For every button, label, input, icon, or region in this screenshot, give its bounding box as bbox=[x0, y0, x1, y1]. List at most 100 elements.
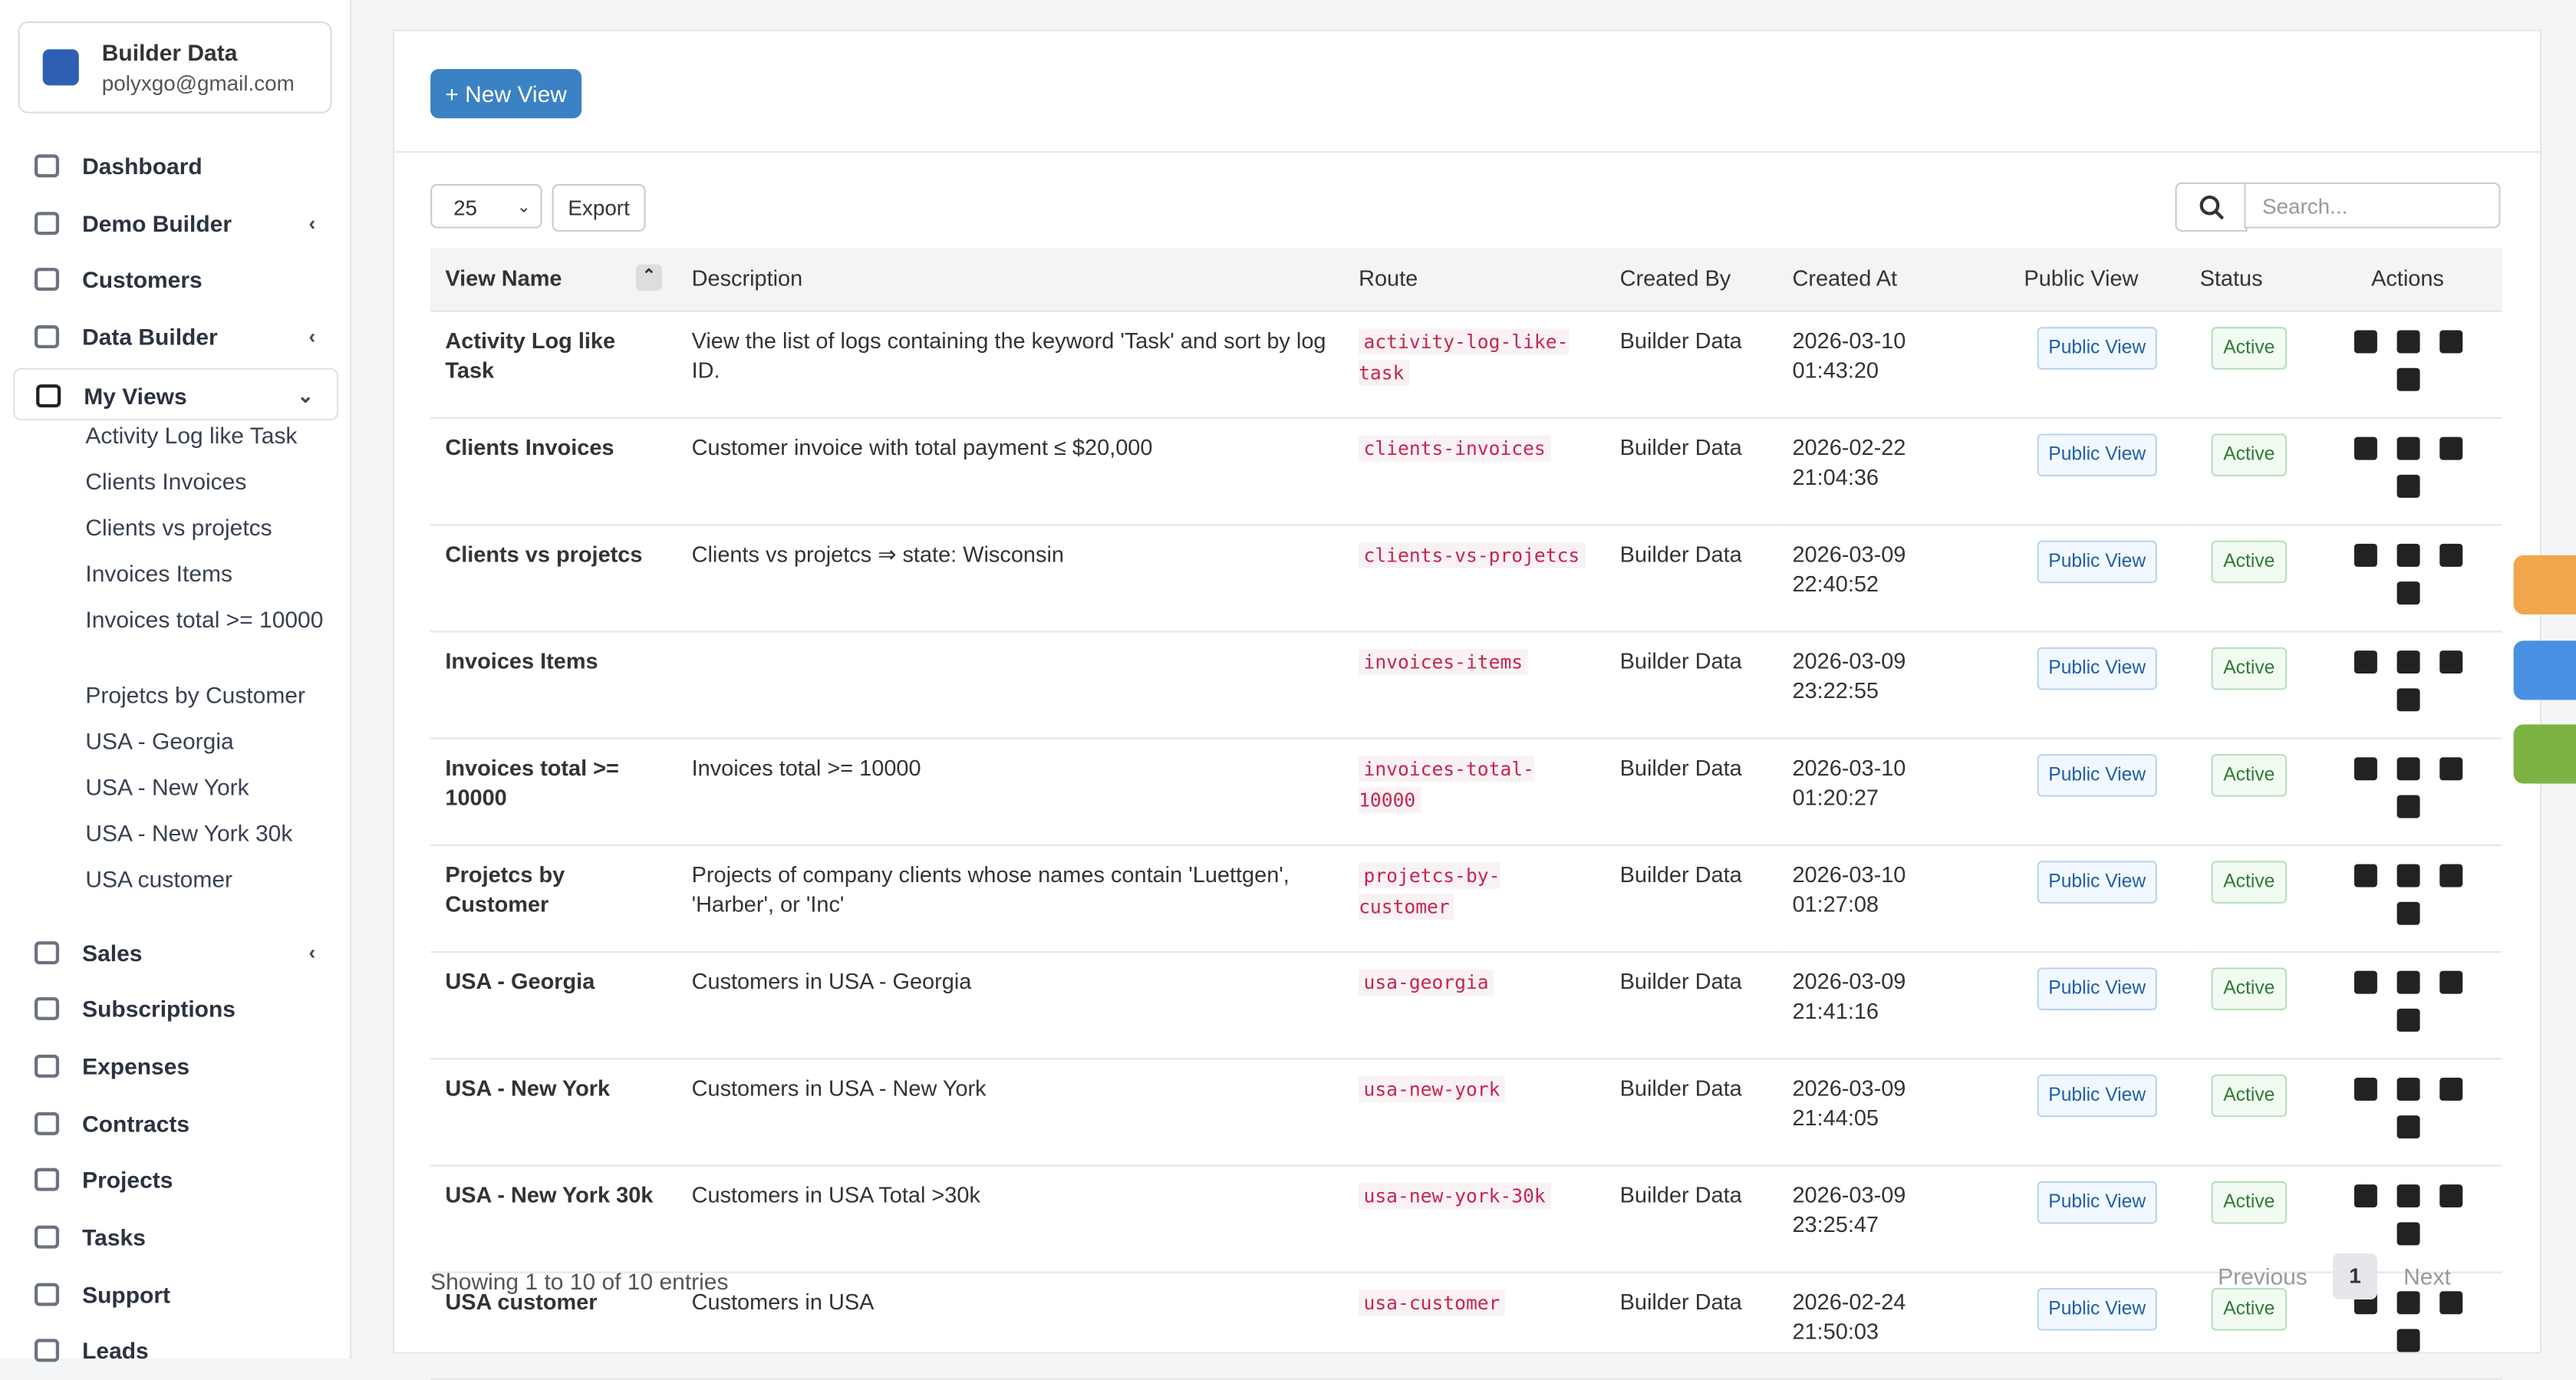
nav-subitem[interactable]: USA customer bbox=[85, 865, 233, 891]
edit-icon[interactable] bbox=[2396, 330, 2420, 354]
column-header[interactable]: Route bbox=[1343, 248, 1606, 312]
column-header[interactable]: Public View bbox=[2009, 248, 2186, 312]
export-button[interactable]: Export bbox=[552, 183, 646, 232]
view-icon[interactable] bbox=[2353, 543, 2377, 567]
copy-icon[interactable] bbox=[2439, 650, 2462, 674]
edit-icon[interactable] bbox=[2396, 436, 2420, 460]
prev-button[interactable]: Previous bbox=[2218, 1263, 2308, 1290]
nav-item[interactable]: Support bbox=[13, 1268, 338, 1321]
copy-icon[interactable] bbox=[2439, 1077, 2462, 1101]
delete-icon[interactable] bbox=[2396, 1115, 2420, 1139]
edit-icon[interactable] bbox=[2396, 650, 2420, 674]
delete-icon[interactable] bbox=[2396, 367, 2420, 391]
view-icon[interactable] bbox=[2353, 864, 2377, 888]
edit-icon[interactable] bbox=[2396, 1077, 2420, 1101]
copy-icon[interactable] bbox=[2439, 970, 2462, 994]
settings-tab[interactable] bbox=[2513, 555, 2576, 614]
column-header[interactable]: View Name ⌃ bbox=[430, 248, 677, 312]
edit-icon[interactable] bbox=[2396, 1291, 2420, 1315]
edit-icon[interactable] bbox=[2396, 1184, 2420, 1208]
nav-item[interactable]: Dashboard bbox=[13, 140, 338, 193]
nav-subitem[interactable]: USA - New York bbox=[85, 772, 249, 799]
view-icon[interactable] bbox=[2353, 1077, 2377, 1101]
created-at: 2026-02-24 21:50:03 bbox=[1792, 1289, 1906, 1344]
nav-subitem[interactable]: Invoices total >= 10000 bbox=[85, 605, 324, 632]
delete-icon[interactable] bbox=[2396, 474, 2420, 498]
search-icon bbox=[2175, 182, 2248, 232]
delete-icon[interactable] bbox=[2396, 795, 2420, 818]
nav-subitem[interactable]: Invoices Items bbox=[85, 559, 233, 586]
nav-item[interactable]: Expenses bbox=[13, 1039, 338, 1092]
edit-icon[interactable] bbox=[2396, 757, 2420, 781]
docs-tab[interactable] bbox=[2513, 724, 2576, 784]
nav-item[interactable]: Leads bbox=[13, 1325, 338, 1378]
copy-icon[interactable] bbox=[2439, 864, 2462, 888]
nav-item[interactable]: Sales ‹ bbox=[13, 926, 338, 979]
copy-icon[interactable] bbox=[2439, 436, 2462, 460]
nav-subitem[interactable]: Projetcs by Customer bbox=[85, 680, 305, 707]
public-view-badge[interactable]: Public View bbox=[2037, 753, 2158, 797]
public-view-badge[interactable]: Public View bbox=[2037, 1287, 2158, 1331]
nav-subitem[interactable]: Clients vs projetcs bbox=[85, 513, 272, 540]
info-tab[interactable] bbox=[2513, 641, 2576, 700]
column-header[interactable]: Description bbox=[677, 248, 1344, 312]
view-icon[interactable] bbox=[2353, 650, 2377, 674]
nav-subitem[interactable]: Activity Log like Task bbox=[85, 421, 298, 448]
brand-card[interactable]: Builder Data polyxgo@gmail.com bbox=[18, 21, 332, 114]
nav-item[interactable]: Subscriptions bbox=[13, 983, 338, 1036]
delete-icon[interactable] bbox=[2396, 688, 2420, 712]
nav-item[interactable]: Contracts bbox=[13, 1097, 338, 1150]
created-by: Builder Data bbox=[1619, 862, 1742, 888]
public-view-badge[interactable]: Public View bbox=[2037, 1074, 2158, 1118]
copy-icon[interactable] bbox=[2439, 757, 2462, 781]
delete-icon[interactable] bbox=[2396, 901, 2420, 925]
view-icon[interactable] bbox=[2353, 436, 2377, 460]
delete-icon[interactable] bbox=[2396, 1222, 2420, 1246]
column-header[interactable]: Status bbox=[2185, 248, 2314, 312]
next-button[interactable]: Next bbox=[2403, 1263, 2451, 1290]
page-button[interactable]: 1 bbox=[2333, 1253, 2377, 1299]
public-view-badge[interactable]: Public View bbox=[2037, 861, 2158, 904]
nav-item[interactable]: My Views ⌄ bbox=[13, 367, 339, 420]
edit-icon[interactable] bbox=[2396, 864, 2420, 888]
copy-icon[interactable] bbox=[2439, 543, 2462, 567]
column-header[interactable]: Created At bbox=[1777, 248, 2010, 312]
nav-item[interactable]: Customers bbox=[13, 254, 338, 307]
view-icon[interactable] bbox=[2353, 970, 2377, 994]
delete-icon[interactable] bbox=[2396, 1008, 2420, 1032]
nav-subitem[interactable]: USA - New York 30k bbox=[85, 818, 293, 845]
nav-item[interactable]: Tasks bbox=[13, 1210, 338, 1263]
delete-icon[interactable] bbox=[2396, 581, 2420, 605]
nav-subitem[interactable]: Clients Invoices bbox=[85, 467, 247, 494]
created-at: 2026-03-09 21:41:16 bbox=[1792, 969, 1906, 1024]
view-name: Activity Log like Task bbox=[445, 328, 616, 383]
view-icon[interactable] bbox=[2353, 757, 2377, 781]
view-icon[interactable] bbox=[2353, 330, 2377, 354]
public-view-badge[interactable]: Public View bbox=[2037, 647, 2158, 690]
nav-label: Tasks bbox=[82, 1224, 146, 1250]
delete-icon[interactable] bbox=[2396, 1329, 2420, 1352]
nav-item[interactable]: Demo Builder ‹ bbox=[13, 196, 338, 249]
nav-item[interactable]: Projects bbox=[13, 1154, 338, 1207]
public-view-badge[interactable]: Public View bbox=[2037, 1181, 2158, 1224]
page-size-select[interactable]: 25 ⌄ bbox=[430, 183, 542, 229]
edit-icon[interactable] bbox=[2396, 970, 2420, 994]
cell: Customers in USA Total >30k bbox=[677, 1165, 1344, 1273]
cell: usa-new-york bbox=[1343, 1059, 1606, 1167]
column-header[interactable]: Created By bbox=[1605, 248, 1778, 312]
cell: Builder Data bbox=[1605, 631, 1778, 739]
view-icon[interactable] bbox=[2353, 1184, 2377, 1208]
edit-icon[interactable] bbox=[2396, 543, 2420, 567]
new-view-button[interactable]: + New View bbox=[430, 68, 582, 119]
public-view-badge[interactable]: Public View bbox=[2037, 433, 2158, 477]
public-view-badge[interactable]: Public View bbox=[2037, 540, 2158, 584]
public-view-badge[interactable]: Public View bbox=[2037, 327, 2158, 370]
copy-icon[interactable] bbox=[2439, 1184, 2462, 1208]
nav-item[interactable]: Data Builder ‹ bbox=[13, 311, 338, 364]
copy-icon[interactable] bbox=[2439, 1291, 2462, 1315]
cell: Active bbox=[2185, 738, 2314, 846]
copy-icon[interactable] bbox=[2439, 330, 2462, 354]
nav-subitem[interactable]: USA - Georgia bbox=[85, 726, 234, 753]
public-view-badge[interactable]: Public View bbox=[2037, 967, 2158, 1011]
search-input[interactable]: Search... bbox=[2244, 182, 2501, 229]
